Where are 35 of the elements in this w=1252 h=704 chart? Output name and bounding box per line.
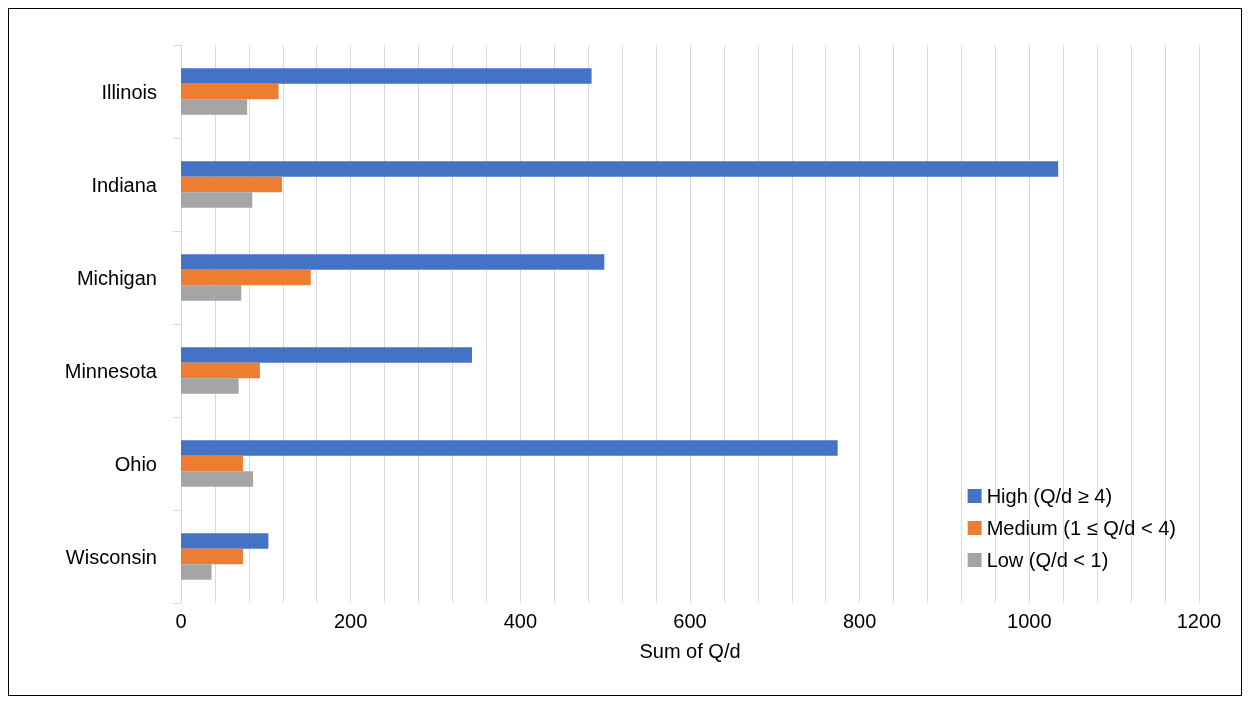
bar [181,269,311,286]
bar [181,176,282,193]
bar [181,378,239,394]
bar [181,83,279,100]
bar [181,254,605,270]
x-tick-label: 0 [175,610,187,632]
bar [181,533,269,549]
x-tick-label: 1200 [1176,610,1222,632]
x-tick-label: 1000 [1007,610,1052,632]
bar [181,471,254,487]
y-tick-label: Indiana [91,173,158,196]
y-tick-label: Michigan [76,266,157,289]
y-tick-label: Minnesota [64,359,158,382]
x-tick-label: 800 [842,610,877,632]
y-tick-label: Ohio [114,452,157,475]
x-tick-label: 200 [333,610,368,632]
bar [181,99,248,115]
bar [181,192,253,208]
bar [181,68,592,84]
bar [181,455,243,472]
x-tick-label: 600 [673,610,707,632]
bar [181,548,243,565]
legend-label: Medium (1 ≤ Q/d < 4) [986,517,1176,539]
bar [181,161,1059,177]
y-tick-label: Wisconsin [65,545,157,568]
legend-label: Low (Q/d < 1) [986,549,1109,571]
bar [181,347,472,363]
x-axis-title: Sum of Q/d [639,640,741,662]
bar [181,362,260,379]
y-tick-label: Illinois [101,80,157,103]
bar [181,440,838,456]
bar [181,285,242,301]
bar [181,564,212,580]
legend-label: High (Q/d ≥ 4) [986,485,1113,507]
x-tick-label: 400 [503,610,538,632]
